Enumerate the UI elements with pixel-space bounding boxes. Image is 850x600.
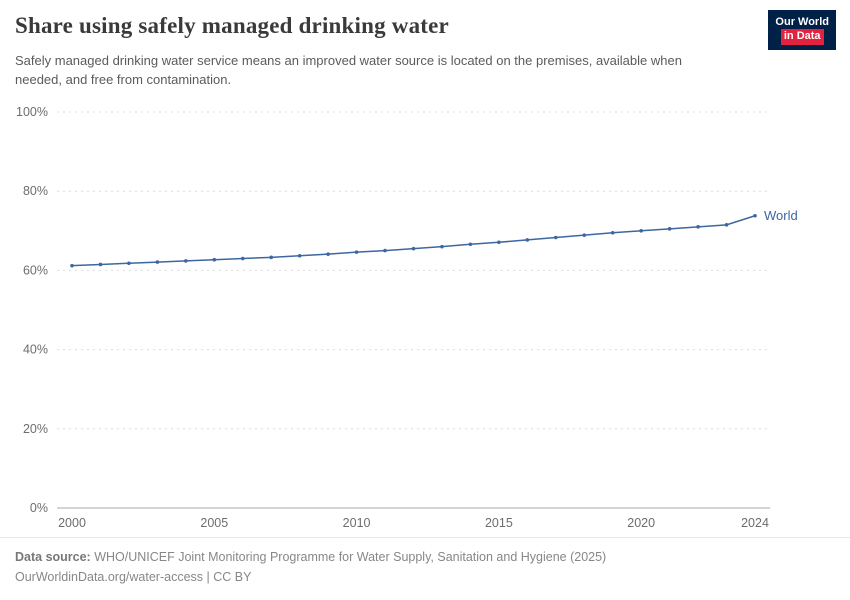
y-tick-label: 20% — [23, 422, 48, 436]
y-tick-label: 100% — [16, 105, 48, 119]
series-end-label: World — [764, 208, 798, 223]
line-chart: 0% 20% 40% 60% 80% 100% 2000 2005 2010 2015 2020 20… — [16, 105, 798, 530]
chart-title: Share using safely managed drinking wate… — [15, 13, 449, 38]
x-tick-label: 2015 — [485, 516, 513, 530]
data-source-label: Data source: — [15, 550, 91, 564]
owid-logo-line2: in Data — [780, 29, 824, 45]
data-point — [326, 252, 330, 256]
series-line — [71, 215, 756, 267]
data-point — [497, 240, 501, 245]
data-point — [354, 250, 359, 254]
data-point — [553, 235, 558, 240]
data-point — [269, 255, 274, 260]
data-point — [468, 242, 473, 247]
data-point — [184, 259, 188, 263]
data-point — [724, 223, 729, 227]
x-tick-label: 2020 — [627, 516, 655, 530]
data-point — [525, 238, 530, 242]
data-point — [212, 257, 217, 262]
x-tick-label: 2010 — [343, 516, 371, 530]
y-tick-label: 40% — [23, 343, 48, 357]
data-point — [383, 248, 387, 253]
owid-logo-line1: Our World — [775, 16, 829, 28]
data-point — [240, 256, 245, 261]
data-point — [582, 233, 587, 237]
data-point — [667, 227, 672, 231]
chart-subtitle: Safely managed drinking water service me… — [15, 53, 682, 87]
y-tick-label: 60% — [23, 263, 48, 277]
x-tick-label: 2005 — [200, 516, 228, 530]
y-tick-label: 0% — [30, 501, 48, 515]
x-tick-label: 2024 — [741, 516, 769, 530]
owid-logo[interactable]: Our World in Data — [768, 10, 836, 50]
data-point — [440, 244, 444, 249]
y-tick-label: 80% — [23, 184, 48, 198]
data-source-text: WHO/UNICEF Joint Monitoring Programme fo… — [90, 550, 607, 564]
data-point — [753, 213, 757, 218]
data-point — [297, 253, 302, 258]
data-source-line: Data source: WHO/UNICEF Joint Monitoring… — [15, 547, 835, 567]
license-line: OurWorldinData.org/water-access | CC BY — [15, 570, 252, 584]
data-point — [696, 225, 700, 229]
chart-footer: Data source: WHO/UNICEF Joint Monitoring… — [0, 537, 850, 587]
data-point — [610, 230, 615, 235]
data-point — [70, 263, 74, 268]
data-point — [411, 246, 416, 251]
data-point — [127, 261, 131, 266]
x-tick-label: 2000 — [58, 516, 86, 530]
data-point — [155, 260, 160, 264]
data-point — [98, 262, 103, 267]
data-point — [639, 229, 643, 233]
